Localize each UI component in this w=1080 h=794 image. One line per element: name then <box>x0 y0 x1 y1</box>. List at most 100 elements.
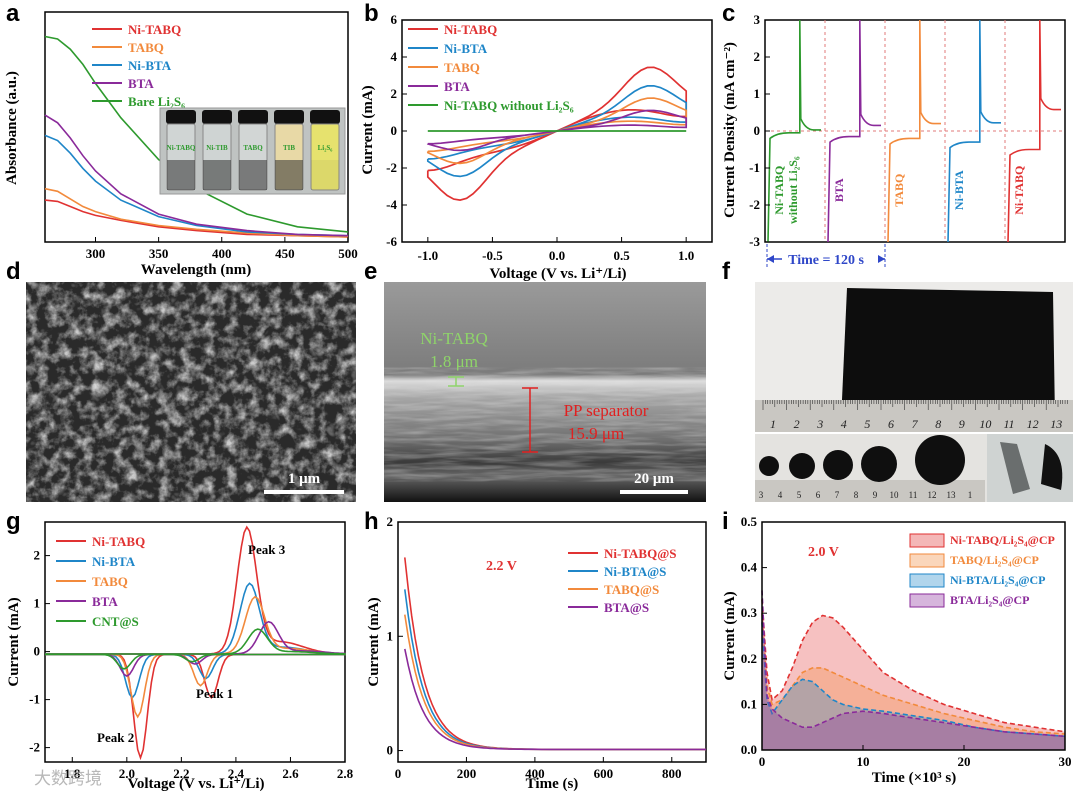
x-tick-label-0: 0 <box>759 754 766 769</box>
vial-shadow-5 <box>311 160 339 190</box>
y-tick-label--2: -2 <box>29 740 40 755</box>
legend-label-bta: BTA <box>92 594 118 609</box>
panel-i-voltage-note: 2.0 V <box>808 545 839 560</box>
legend-label-ni-tabq: Ni-TABQ <box>128 22 181 37</box>
time-scale-label: Time = 120 s <box>788 253 864 268</box>
panel-label-f: f <box>722 258 730 285</box>
segment-label-tabq: TABQ <box>892 174 906 207</box>
photo-film-on-ruler: 1 2 3 4 5 6 7 8 9 10 11 12 13 <box>755 282 1073 432</box>
ruler-bottom-number-5-2: 5 <box>797 490 802 500</box>
series-line-tabq <box>44 187 349 238</box>
ruler-top-number-10: 10 <box>979 417 991 431</box>
series-line-bare-li2s6 <box>44 35 349 233</box>
panel-b-ylabel: Current (mA) <box>360 85 376 174</box>
legend-label-ni-bta: Ni-BTA <box>128 58 172 73</box>
x-tick-label-2.2: 2.2 <box>173 766 189 781</box>
legend-label-bta-s: BTA@S <box>604 600 649 615</box>
panel-label-h: h <box>364 508 379 535</box>
x-tick-label-200: 200 <box>457 766 477 781</box>
ruler-top-number-4: 4 <box>841 417 847 431</box>
y-tick-label-3: 3 <box>754 12 761 27</box>
y-tick-label-2: 2 <box>391 86 398 101</box>
panel-a-ylabel: Absorbance (a.u.) <box>4 71 20 185</box>
segment-trace-tabq <box>887 19 941 243</box>
ruler-top-number-13: 13 <box>1050 417 1062 431</box>
panel-g-xlabel: Voltage (V vs. Li⁺/Li) <box>127 776 264 792</box>
ruler-bottom-number-1-11: 1 <box>968 490 973 500</box>
legend-label-cnt-s: CNT@S <box>92 614 139 629</box>
segment-trace-ni-tabq-without-li2s6 <box>767 19 821 243</box>
pp-separator-label: PP separator <box>564 401 649 420</box>
segment-label-ni-tabq-without-li2s6: Ni-TABQwithout Li₂S₆ <box>772 156 800 224</box>
series-line-ni-bta <box>44 134 349 237</box>
series-curve-ni-bta <box>45 582 346 699</box>
y-tick-label-0.5: 0.5 <box>741 514 758 529</box>
x-tick-label-300: 300 <box>86 246 106 261</box>
segment-label-bta: BTA <box>832 178 846 202</box>
sem-image-d: 1 μm <box>26 282 356 502</box>
ruler-top-number-2: 2 <box>794 417 800 431</box>
series-decay-ni-tabq-s <box>404 557 706 751</box>
sem-image-e: Ni-TABQ 1.8 μm PP separator 15.9 μm 20 μ… <box>384 282 706 502</box>
x-tick-label-2.4: 2.4 <box>228 766 245 781</box>
watermark: 大数跨境 <box>34 769 102 789</box>
panel-h-potentiostatic-chart: 0 200 400 600 800 0 1 2 Time (s) Current (mA) 2… <box>366 514 707 792</box>
panel-h-ylabel: Current (mA) <box>366 597 382 686</box>
vial-cap-5 <box>310 110 340 124</box>
legend-label-ni-bta-li2s4-cp: Ni-BTA/Li₂S₄@CP <box>950 573 1045 587</box>
panel-i-nucleation-chart: 0 10 20 300.00.10.20.30.40.5 Time (×10³ s) … <box>722 514 1072 786</box>
y-tick-label-2: 2 <box>387 514 394 529</box>
vial-label-5: Li₂S₆ <box>318 144 333 152</box>
series-curve-cnt-s <box>45 628 346 670</box>
panel-label-i: i <box>722 508 729 535</box>
series-decay-tabq-s <box>404 614 706 751</box>
vial-cap-2 <box>202 110 232 124</box>
legend-label-ni-tabq: Ni-TABQ <box>444 22 497 37</box>
peak-3-label: Peak 3 <box>248 542 286 557</box>
legend-label-tabq: TABQ <box>444 60 480 75</box>
panel-c-chronoamperometry-chart: -3 -2 -1 0 1 2 3 Current Density (mA cm⁻²) Ni-… <box>722 12 1066 268</box>
panel-c-ylabel: Current Density (mA cm⁻²) <box>722 42 738 218</box>
series-area-ni-tabq-li2s4-cp <box>762 599 1065 750</box>
vial-cap-4 <box>274 110 304 124</box>
ruler-top-number-1: 1 <box>770 417 776 431</box>
x-tick-label-2.0: 2.0 <box>119 766 135 781</box>
vial-shadow-4 <box>275 160 303 190</box>
ruler-bottom-number-3-0: 3 <box>759 490 764 500</box>
ruler-bottom <box>755 480 985 502</box>
legend-swatch-ni-bta-li2s4-cp <box>909 573 945 588</box>
panel-i-xlabel: Time (×10³ s) <box>872 770 956 786</box>
ruler-top-number-7: 7 <box>912 417 919 431</box>
legend-label-bta: BTA <box>444 79 470 94</box>
x-tick-label-0.5: 0.5 <box>613 248 630 263</box>
vial-label-1: Ni-TABQ <box>167 144 196 152</box>
y-tick-label-0.0: 0.0 <box>741 742 757 757</box>
y-tick-label-0: 0 <box>391 123 398 138</box>
segment-trace-ni-tabq <box>1007 19 1061 243</box>
pp-thickness-marker <box>522 387 538 453</box>
folded-film <box>1000 442 1030 494</box>
ni-tabq-thickness-marker <box>448 376 464 387</box>
ruler-bottom-number-4-1: 4 <box>778 490 783 500</box>
panel-label-g: g <box>6 508 21 535</box>
y-tick-label-2: 2 <box>34 548 41 563</box>
ruler-top-number-3: 3 <box>816 417 823 431</box>
y-tick-label-1: 1 <box>754 86 761 101</box>
series-line-ni-tabq-li2s4-cp <box>761 599 1066 733</box>
x-tick-label-400: 400 <box>525 766 545 781</box>
x-tick-label-450: 450 <box>275 246 295 261</box>
ruler-top-number-8: 8 <box>935 417 941 431</box>
y-tick-label--1: -1 <box>29 692 40 707</box>
series-line-bta <box>44 114 349 237</box>
x-tick-label-0: 0 <box>395 766 402 781</box>
series-line-tabq-li2s4-cp <box>761 613 1066 735</box>
y-tick-label-1: 1 <box>34 596 41 611</box>
legend-label-ni-bta-s: Ni-BTA@S <box>604 564 666 579</box>
series-curve-ni-tabq <box>45 525 346 761</box>
y-tick-label-0.3: 0.3 <box>741 605 758 620</box>
panel-g-frame <box>44 521 346 763</box>
x-tick-label-600: 600 <box>594 766 614 781</box>
panel-label-c: c <box>722 0 736 27</box>
series-loop-bta <box>426 109 688 152</box>
ruler-top-number-11: 11 <box>1003 417 1014 431</box>
